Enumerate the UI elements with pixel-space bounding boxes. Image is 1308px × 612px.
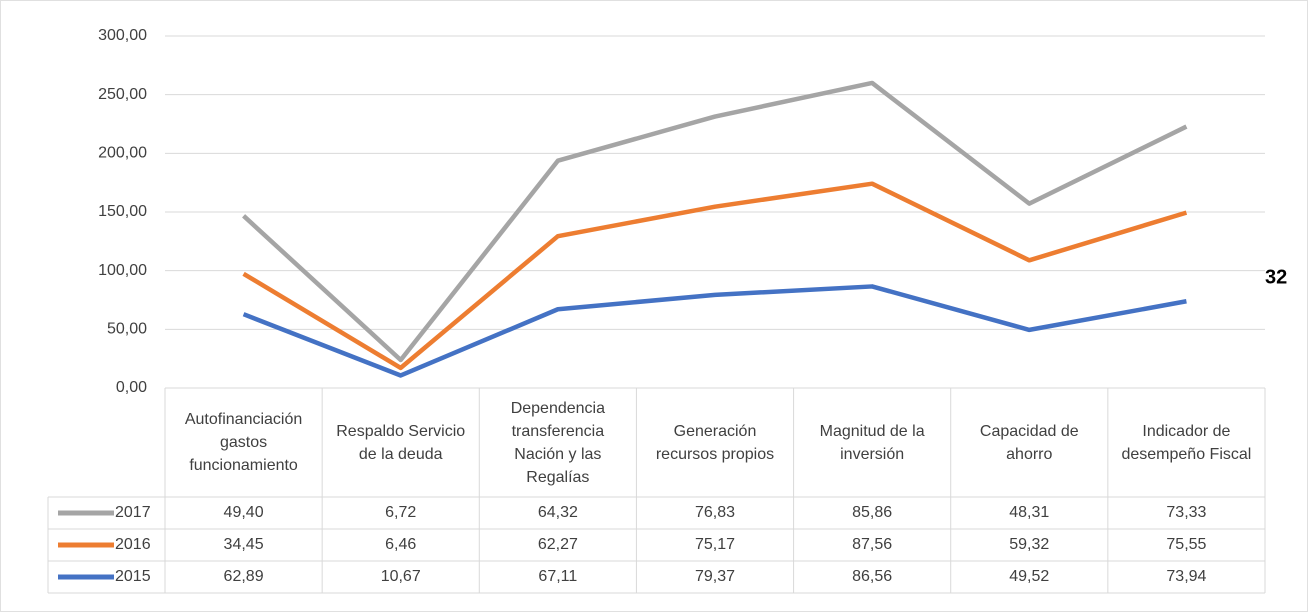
y-tick-label: 50,00 [107,321,147,338]
category-label: Autofinanciación gastos funcionamiento [184,411,303,474]
y-tick-label: 250,00 [98,86,147,103]
table-value: 87,56 [852,536,892,553]
table-value: 62,27 [538,536,578,553]
table-value: 67,11 [538,568,577,585]
table-value: 59,32 [1009,536,1049,553]
series-line [242,80,1188,363]
table-value: 75,17 [695,536,735,553]
y-tick-label: 100,00 [98,262,147,279]
y-tick-label: 0,00 [116,379,147,396]
y-tick-label: 150,00 [98,203,147,220]
category-label: Respaldo Servicio de la deuda [336,422,466,463]
table-value: 73,33 [1166,504,1206,521]
category-label: Generación recursos propios [655,422,775,463]
table-value: 6,46 [385,536,416,553]
table-value: 49,40 [224,504,264,521]
table-value: 75,55 [1166,536,1206,553]
table-value: 64,32 [538,504,578,521]
y-tick-label: 300,00 [98,27,147,44]
legend-label: 2015 [115,568,151,585]
table-value: 34,45 [224,536,264,553]
table-value: 10,67 [381,568,421,585]
annotation: 32 [1265,266,1287,288]
legend-label: 2016 [115,536,151,553]
table-value: 86,56 [852,568,892,585]
category-label: Magnitud de la inversión [819,422,925,463]
table-value: 85,86 [852,504,892,521]
table-value: 73,94 [1166,568,1206,585]
table-value: 48,31 [1009,504,1049,521]
legend-label: 2017 [115,504,151,521]
table-value: 76,83 [695,504,735,521]
category-label: Indicador de desempeño Fiscal [1121,422,1252,463]
y-tick-label: 200,00 [98,145,147,162]
table-value: 49,52 [1009,568,1049,585]
table-value: 79,37 [695,568,735,585]
table-value: 6,72 [385,504,416,521]
category-label: Dependencia transferencia Nación y las R… [510,399,605,486]
series-line [242,181,1188,371]
category-label: Capacidad de ahorro [979,422,1079,463]
table-value: 62,89 [224,568,264,585]
series-line [242,284,1187,378]
